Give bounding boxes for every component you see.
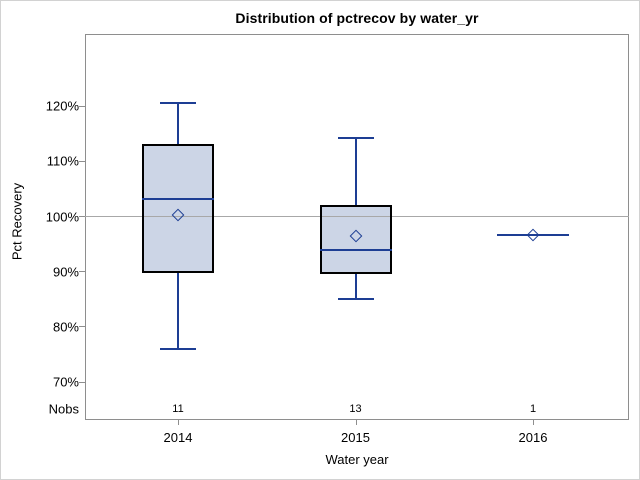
nobs-axis-label: Nobs xyxy=(48,401,79,417)
median-line xyxy=(319,248,392,251)
y-tick-mark xyxy=(79,160,85,162)
whisker-upper-line xyxy=(177,103,179,144)
nobs-value: 1 xyxy=(529,403,537,415)
y-tick-mark xyxy=(79,216,85,217)
nobs-value: 13 xyxy=(349,403,362,415)
y-tick-mark xyxy=(79,105,85,107)
y-tick-mark xyxy=(79,271,85,273)
y-axis-label: Pct Recovery xyxy=(9,182,25,261)
median-line xyxy=(142,197,214,200)
x-tick-label: 2014 xyxy=(163,430,193,445)
whisker-lower-cap xyxy=(160,347,196,350)
y-tick-label: 120% xyxy=(45,98,79,114)
y-tick-label: 80% xyxy=(52,319,79,335)
y-tick-label: 110% xyxy=(46,153,79,169)
whisker-upper-cap xyxy=(337,137,374,140)
box-fill xyxy=(142,143,214,273)
x-tick-mark xyxy=(533,420,534,425)
y-tick-label: 90% xyxy=(52,264,79,280)
nobs-value: 11 xyxy=(172,403,184,415)
box-border xyxy=(319,204,392,274)
single-observation-line xyxy=(497,233,569,236)
y-tick-label: 70% xyxy=(52,374,79,390)
x-tick-label: 2015 xyxy=(341,430,370,445)
x-tick-label: 2016 xyxy=(518,430,548,445)
x-tick-mark xyxy=(178,420,179,425)
box-border xyxy=(142,143,214,273)
whisker-lower-cap xyxy=(337,297,374,300)
whisker-lower-line xyxy=(354,273,357,299)
x-tick-mark xyxy=(355,420,357,425)
y-tick-mark xyxy=(79,326,85,328)
whisker-lower-line xyxy=(177,272,179,349)
whisker-upper-line xyxy=(354,138,357,205)
y-tick-mark xyxy=(79,381,85,383)
x-axis-label: Water year xyxy=(325,452,389,467)
y-tick-label: 100% xyxy=(45,209,79,224)
whisker-upper-cap xyxy=(160,102,196,105)
reference-line xyxy=(85,215,629,218)
chart-title: Distribution of pctrecov by water_yr xyxy=(235,10,479,26)
